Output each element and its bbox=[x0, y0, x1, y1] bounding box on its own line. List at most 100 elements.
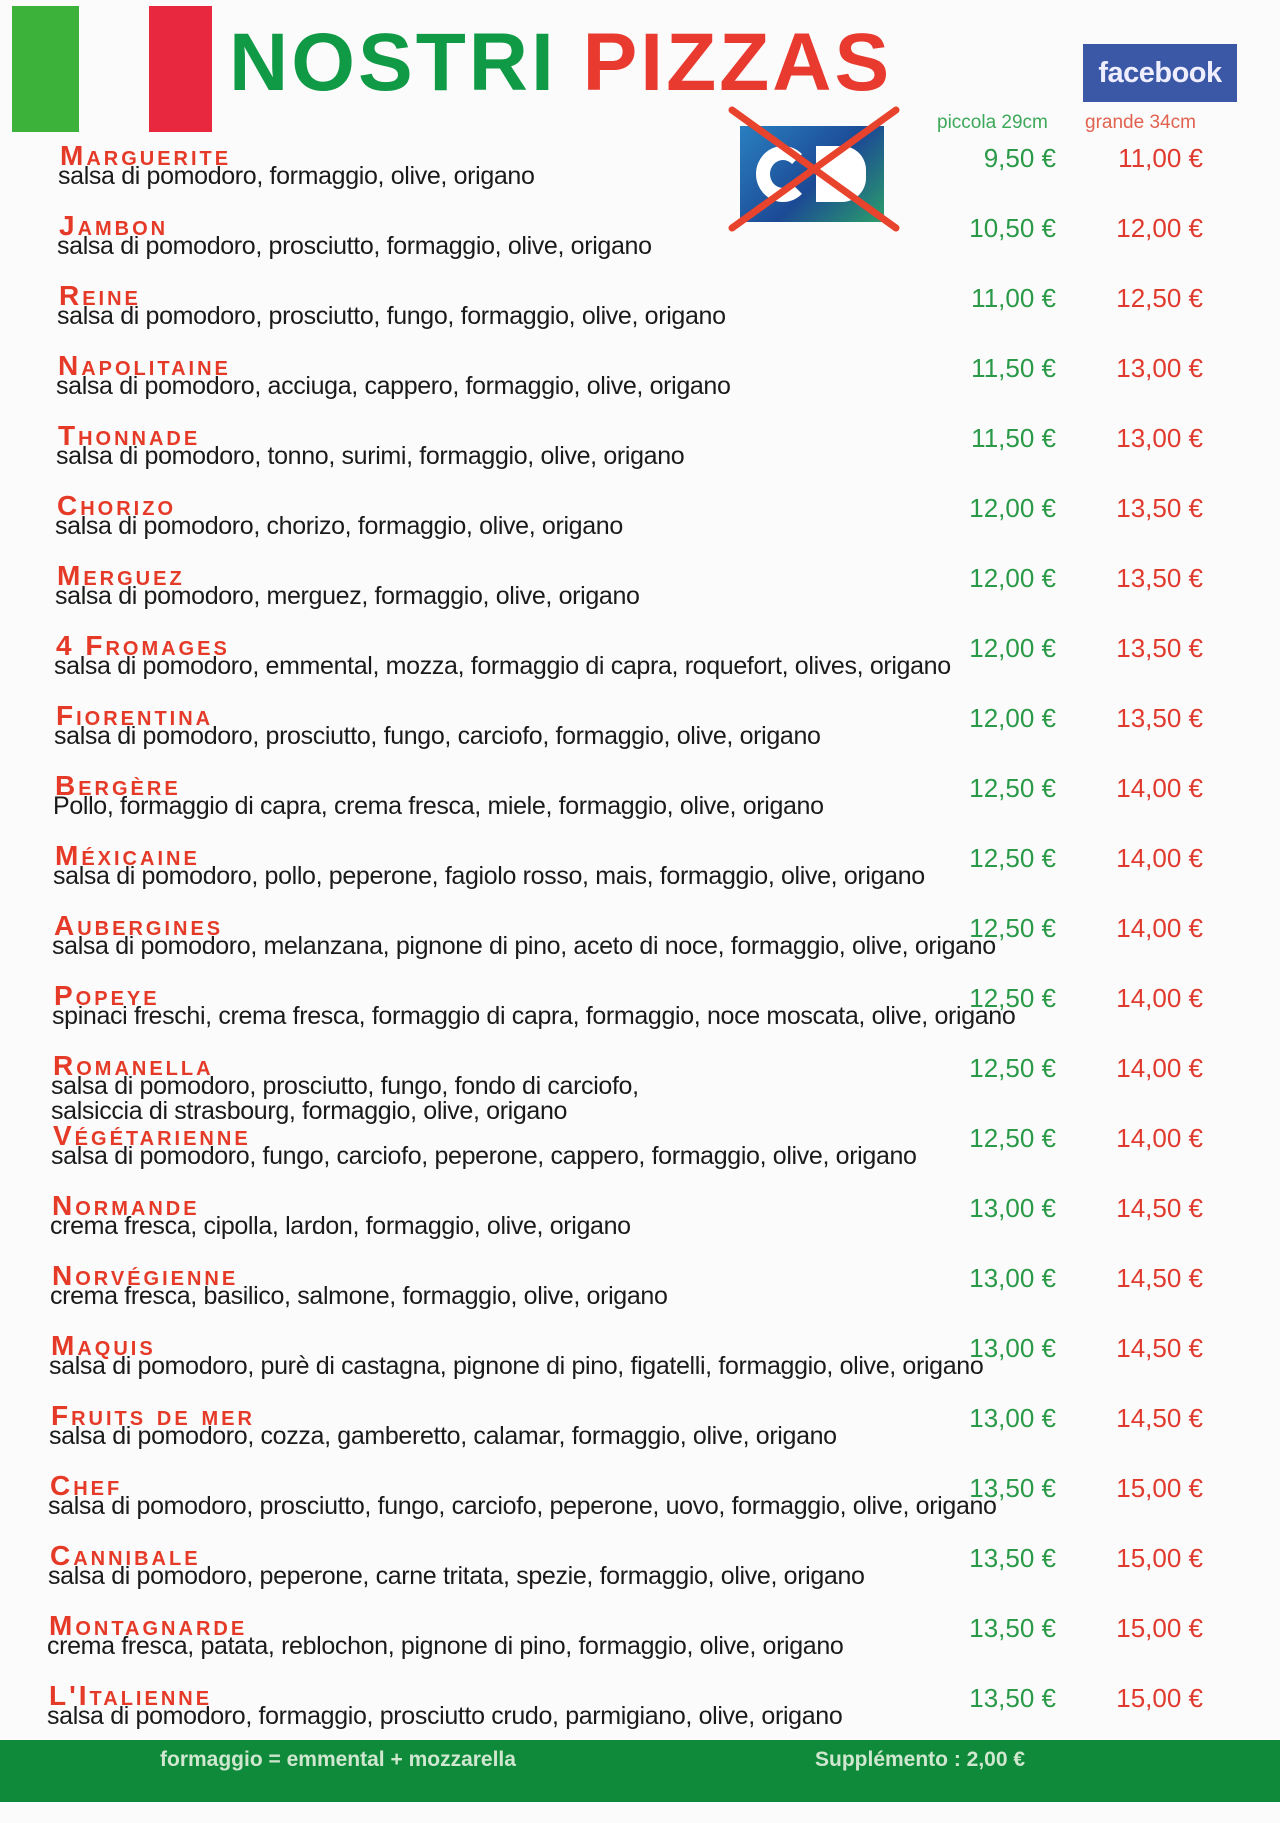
pizza-name: Cannibale bbox=[50, 1540, 201, 1571]
pizza-name: Méxicaine bbox=[55, 840, 200, 871]
pizza-row: Reine salsa di pomodoro, prosciutto, fung… bbox=[0, 282, 1280, 352]
pizza-row: 4 Fromages salsa di pomodoro, emmental, m… bbox=[0, 632, 1280, 702]
column-header-large: grande 34cm bbox=[1085, 112, 1196, 133]
price-large: 14,00 € bbox=[1116, 913, 1203, 943]
pizza-name: Montagnarde bbox=[49, 1610, 248, 1641]
footer-bar: formaggio = emmental + mozzarella Supplé… bbox=[0, 1740, 1280, 1802]
pizza-description: salsa di pomodoro, formaggio, olive, ori… bbox=[58, 162, 535, 190]
pizza-row: Chorizo salsa di pomodoro, chorizo, forma… bbox=[0, 492, 1280, 562]
pizza-description: salsa di pomodoro, acciuga, cappero, for… bbox=[56, 372, 731, 400]
pizza-row: Jambon salsa di pomodoro, prosciutto, for… bbox=[0, 212, 1280, 282]
cross-icon bbox=[728, 106, 900, 232]
price-small: 13,00 € bbox=[969, 1193, 1056, 1223]
price-large: 13,00 € bbox=[1116, 423, 1203, 453]
pizza-description: spinaci freschi, crema fresca, formaggio… bbox=[52, 1002, 1016, 1030]
pizza-description: crema fresca, patata, reblochon, pignone… bbox=[47, 1632, 844, 1660]
pizza-row: Napolitaine salsa di pomodoro, acciuga, c… bbox=[0, 352, 1280, 422]
price-small: 12,50 € bbox=[969, 773, 1056, 803]
pizza-name: Merguez bbox=[57, 560, 185, 591]
footer-note: formaggio = emmental + mozzarella bbox=[160, 1748, 516, 1771]
price-large: 12,00 € bbox=[1116, 213, 1203, 243]
pizza-description: salsa di pomodoro, melanzana, pignone di… bbox=[52, 932, 996, 960]
price-small: 10,50 € bbox=[969, 213, 1056, 243]
pizza-description: salsa di pomodoro, fungo, carciofo, pepe… bbox=[51, 1142, 917, 1170]
pizza-description: salsa di pomodoro, cozza, gamberetto, ca… bbox=[49, 1422, 837, 1450]
pizza-description: Pollo, formaggio di capra, crema fresca,… bbox=[53, 792, 824, 820]
pizza-row: Marguerite salsa di pomodoro, formaggio, … bbox=[0, 142, 1280, 212]
price-large: 14,00 € bbox=[1116, 773, 1203, 803]
pizza-description: salsa di pomodoro, chorizo, formaggio, o… bbox=[55, 512, 623, 540]
price-large: 14,00 € bbox=[1116, 1053, 1203, 1083]
pizza-name: Reine bbox=[59, 280, 141, 311]
pizza-name: Fruits de mer bbox=[51, 1400, 255, 1431]
pizza-name: Normande bbox=[52, 1190, 200, 1221]
price-large: 13,50 € bbox=[1116, 563, 1203, 593]
pizza-row: Aubergines salsa di pomodoro, melanzana, … bbox=[0, 912, 1280, 982]
pizza-row: Merguez salsa di pomodoro, merguez, forma… bbox=[0, 562, 1280, 632]
pizza-name: Végétarienne bbox=[53, 1120, 251, 1151]
pizza-name: Norvégienne bbox=[52, 1260, 239, 1291]
pizza-row: Maquis salsa di pomodoro, purè di castagn… bbox=[0, 1332, 1280, 1402]
pizza-name: Chorizo bbox=[57, 490, 176, 521]
pizza-row: Thonnade salsa di pomodoro, tonno, surimi… bbox=[0, 422, 1280, 492]
price-large: 15,00 € bbox=[1116, 1543, 1203, 1573]
price-small: 12,00 € bbox=[969, 493, 1056, 523]
price-large: 14,50 € bbox=[1116, 1193, 1203, 1223]
pizza-description: salsa di pomodoro, purè di castagna, pig… bbox=[49, 1352, 984, 1380]
price-small: 12,50 € bbox=[969, 843, 1056, 873]
pizza-name: Napolitaine bbox=[58, 350, 231, 381]
price-large: 14,00 € bbox=[1116, 1123, 1203, 1153]
flag-red-stripe bbox=[149, 6, 212, 132]
price-large: 15,00 € bbox=[1116, 1473, 1203, 1503]
price-small: 13,50 € bbox=[969, 1613, 1056, 1643]
price-large: 15,00 € bbox=[1116, 1613, 1203, 1643]
pizza-name: Jambon bbox=[59, 210, 169, 241]
pizza-row: Fiorentina salsa di pomodoro, prosciutto,… bbox=[0, 702, 1280, 772]
supplement-price: Supplémento : 2,00 € bbox=[815, 1748, 1026, 1771]
pizza-name: Bergère bbox=[55, 770, 181, 801]
pizza-row: Chef salsa di pomodoro, prosciutto, fungo… bbox=[0, 1472, 1280, 1542]
flag-green-stripe bbox=[12, 6, 79, 132]
pizza-name: Marguerite bbox=[60, 140, 232, 171]
pizza-description: salsa di pomodoro, emmental, mozza, form… bbox=[54, 652, 951, 680]
pizza-row: L'Italienne salsa di pomodoro, formaggio,… bbox=[0, 1682, 1280, 1752]
price-large: 14,00 € bbox=[1116, 843, 1203, 873]
pizza-row: Végétarienne salsa di pomodoro, fungo, ca… bbox=[0, 1122, 1280, 1192]
pizza-description: salsa di pomodoro, prosciutto, formaggio… bbox=[57, 232, 652, 260]
pizza-name: Popeye bbox=[54, 980, 160, 1011]
pizza-description: salsa di pomodoro, prosciutto, fungo, fo… bbox=[51, 1072, 639, 1125]
pizza-name: Chef bbox=[50, 1470, 123, 1501]
pizza-name: Thonnade bbox=[58, 420, 201, 451]
price-small: 9,50 € bbox=[983, 143, 1056, 173]
price-large: 13,50 € bbox=[1116, 493, 1203, 523]
facebook-button[interactable]: facebook bbox=[1083, 44, 1237, 102]
column-header-small: piccola 29cm bbox=[937, 112, 1048, 133]
price-large: 14,50 € bbox=[1116, 1263, 1203, 1293]
pizza-name: Fiorentina bbox=[56, 700, 214, 731]
pizza-row: Normande crema fresca, cipolla, lardon, f… bbox=[0, 1192, 1280, 1262]
price-small: 11,00 € bbox=[971, 283, 1056, 313]
page-title: NOSTRI PIZZAS bbox=[229, 22, 892, 104]
pizza-name: Aubergines bbox=[54, 910, 224, 941]
price-small: 12,00 € bbox=[969, 563, 1056, 593]
price-large: 15,00 € bbox=[1116, 1683, 1203, 1713]
title-part-pizzas: PIZZAS bbox=[582, 17, 893, 108]
pizza-description: salsa di pomodoro, pollo, peperone, fagi… bbox=[53, 862, 925, 890]
pizza-row: Norvégienne crema fresca, basilico, salmo… bbox=[0, 1262, 1280, 1332]
pizza-name: Romanella bbox=[53, 1050, 214, 1081]
pizza-row: Méxicaine salsa di pomodoro, pollo, peper… bbox=[0, 842, 1280, 912]
pizza-description: salsa di pomodoro, merguez, formaggio, o… bbox=[55, 582, 640, 610]
pizza-description: salsa di pomodoro, peperone, carne trita… bbox=[48, 1562, 865, 1590]
pizza-name: L'Italienne bbox=[49, 1680, 213, 1711]
price-large: 14,00 € bbox=[1116, 983, 1203, 1013]
price-large: 13,50 € bbox=[1116, 703, 1203, 733]
price-small: 12,50 € bbox=[969, 1053, 1056, 1083]
price-small: 13,00 € bbox=[969, 1403, 1056, 1433]
price-small: 12,50 € bbox=[969, 983, 1056, 1013]
price-small: 11,50 € bbox=[971, 353, 1056, 383]
pizza-row: Popeye spinaci freschi, crema fresca, for… bbox=[0, 982, 1280, 1052]
pizza-description: salsa di pomodoro, formaggio, prosciutto… bbox=[47, 1702, 843, 1730]
price-small: 12,00 € bbox=[969, 703, 1056, 733]
pizza-row: Bergère Pollo, formaggio di capra, crema … bbox=[0, 772, 1280, 842]
pizza-description: salsa di pomodoro, tonno, surimi, formag… bbox=[56, 442, 685, 470]
